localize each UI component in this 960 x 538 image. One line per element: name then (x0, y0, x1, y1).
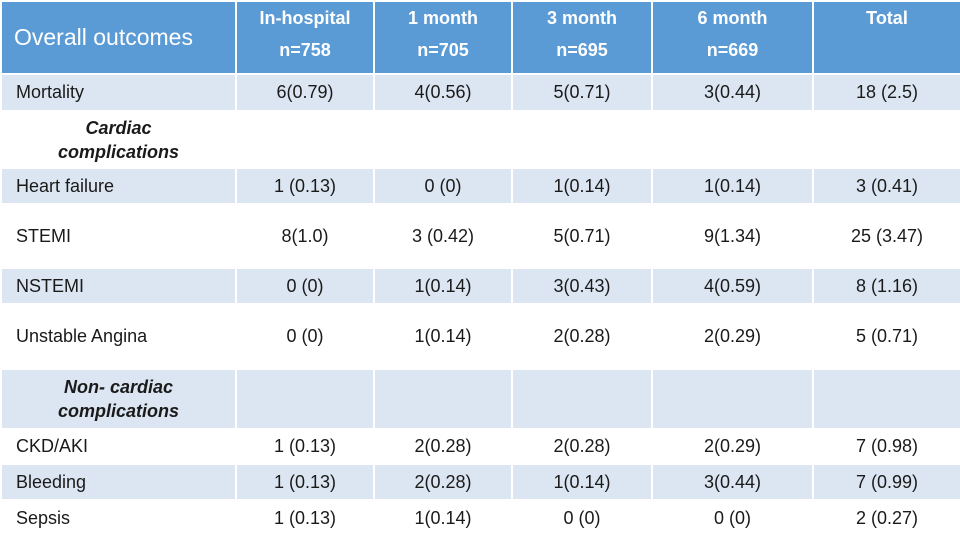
column-label: In-hospital (259, 8, 351, 28)
row-label: Unstable Angina (0, 303, 237, 370)
table-row: Unstable Angina 0 (0) 1(0.14) 2(0.28) 2(0.29… (0, 303, 960, 370)
column-label: 6 month (697, 8, 768, 28)
value-cell: 4(0.56) (373, 73, 513, 112)
section-label: Non- cardiac complications (57, 377, 180, 421)
table-row: NSTEMI 0 (0) 1(0.14) 3(0.43) 4(0.59) 8 (1.16) (0, 267, 960, 305)
value-cell: 3 (0.41) (812, 167, 960, 205)
table-row: Sepsis 1 (0.13) 1(0.14) 0 (0) 0 (0) 2 (0.27) (0, 499, 960, 538)
header-cell: 1 month n=705 (373, 0, 513, 75)
empty-cell (235, 368, 375, 430)
header-cell: Total (812, 0, 960, 75)
value-cell: 5(0.71) (511, 73, 653, 112)
value-cell: 0 (0) (511, 499, 653, 538)
value-cell: 2(0.28) (511, 428, 653, 465)
row-label: NSTEMI (0, 267, 237, 305)
table-row: Heart failure 1 (0.13) 0 (0) 1(0.14) 1(0.14)… (0, 167, 960, 205)
row-label: Heart failure (0, 167, 237, 205)
column-n: n=669 (706, 40, 759, 60)
value-cell: 1 (0.13) (235, 499, 375, 538)
value-cell: 1 (0.13) (235, 463, 375, 501)
header-cell: 3 month n=695 (511, 0, 653, 75)
value-cell: 4(0.59) (651, 267, 814, 305)
table-row: Non- cardiac complications (0, 368, 960, 430)
value-cell: 2(0.28) (373, 463, 513, 501)
value-cell: 3(0.44) (651, 463, 814, 501)
column-label: 3 month (547, 8, 617, 28)
value-cell: 9(1.34) (651, 203, 814, 269)
value-cell: 18 (2.5) (812, 73, 960, 112)
empty-cell (511, 110, 653, 169)
empty-cell (651, 368, 814, 430)
value-cell: 2(0.28) (373, 428, 513, 465)
empty-cell (812, 110, 960, 169)
value-cell: 7 (0.98) (812, 428, 960, 465)
value-cell: 2(0.28) (511, 303, 653, 370)
value-cell: 3(0.43) (511, 267, 653, 305)
column-n: n=758 (279, 40, 331, 60)
value-cell: 0 (0) (235, 303, 375, 370)
value-cell: 8(1.0) (235, 203, 375, 269)
header-cell: In-hospital n=758 (235, 0, 375, 75)
row-label: STEMI (0, 203, 237, 269)
header-cell: 6 month n=669 (651, 0, 814, 75)
row-label: CKD/AKI (0, 428, 237, 465)
value-cell: 0 (0) (373, 167, 513, 205)
table-row: Mortality 6(0.79) 4(0.56) 5(0.71) 3(0.44) 18 … (0, 73, 960, 112)
value-cell: 1 (0.13) (235, 428, 375, 465)
value-cell: 1(0.14) (373, 267, 513, 305)
value-cell: 6(0.79) (235, 73, 375, 112)
empty-cell (511, 368, 653, 430)
value-cell: 2(0.29) (651, 428, 814, 465)
empty-cell (373, 110, 513, 169)
row-label: Mortality (0, 73, 237, 112)
table-row: CKD/AKI 1 (0.13) 2(0.28) 2(0.28) 2(0.29) 7 (0… (0, 428, 960, 465)
value-cell: 2(0.29) (651, 303, 814, 370)
table-row: Cardiac complications (0, 110, 960, 169)
row-label: Sepsis (0, 499, 237, 538)
column-n: n=695 (556, 40, 608, 60)
value-cell: 25 (3.47) (812, 203, 960, 269)
table-row: STEMI 8(1.0) 3 (0.42) 5(0.71) 9(1.34) 25 (3.4… (0, 203, 960, 269)
value-cell: 1 (0.13) (235, 167, 375, 205)
value-cell: 5 (0.71) (812, 303, 960, 370)
value-cell: 0 (0) (651, 499, 814, 538)
header-title: Overall outcomes (0, 0, 237, 75)
column-n: n=705 (417, 40, 469, 60)
header-row: Overall outcomes In-hospital n=758 1 month… (0, 0, 960, 75)
empty-cell (373, 368, 513, 430)
value-cell: 1(0.14) (651, 167, 814, 205)
value-cell: 1(0.14) (511, 463, 653, 501)
value-cell: 1(0.14) (373, 303, 513, 370)
section-label: Cardiac complications (57, 117, 180, 162)
value-cell: 2 (0.27) (812, 499, 960, 538)
value-cell: 7 (0.99) (812, 463, 960, 501)
section-cell: Cardiac complications (0, 110, 237, 169)
value-cell: 8 (1.16) (812, 267, 960, 305)
empty-cell (812, 368, 960, 430)
value-cell: 3 (0.42) (373, 203, 513, 269)
column-label: Total (866, 8, 908, 28)
value-cell: 1(0.14) (511, 167, 653, 205)
value-cell: 5(0.71) (511, 203, 653, 269)
value-cell: 3(0.44) (651, 73, 814, 112)
table-body: Mortality 6(0.79) 4(0.56) 5(0.71) 3(0.44) 18 … (0, 73, 960, 538)
section-cell: Non- cardiac complications (0, 368, 237, 430)
value-cell: 1(0.14) (373, 499, 513, 538)
column-label: 1 month (408, 8, 478, 28)
table-row: Bleeding 1 (0.13) 2(0.28) 1(0.14) 3(0.44) 7 (… (0, 463, 960, 501)
empty-cell (235, 110, 375, 169)
row-label: Bleeding (0, 463, 237, 501)
empty-cell (651, 110, 814, 169)
value-cell: 0 (0) (235, 267, 375, 305)
